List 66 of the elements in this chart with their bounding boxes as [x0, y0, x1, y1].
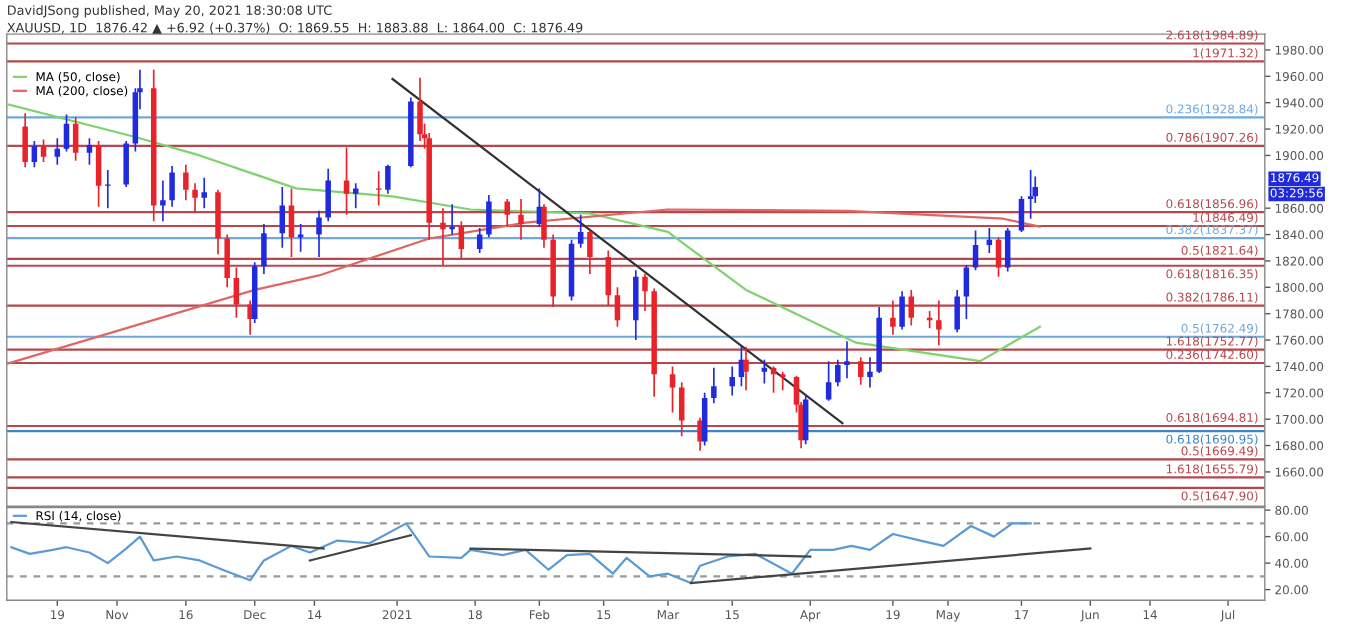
candlestick: [343, 146, 350, 216]
candlestick: [867, 356, 873, 389]
candlestick: [899, 290, 905, 331]
candlestick: [605, 249, 612, 307]
candlestick: [54, 137, 61, 166]
candlestick: [518, 198, 524, 241]
candlestick: [1018, 195, 1025, 233]
candlestick: [215, 188, 221, 256]
candlestick: [963, 264, 970, 320]
candlestick: [440, 207, 446, 266]
candlestick: [169, 165, 175, 208]
candlestick: [63, 113, 70, 153]
candlestick: [743, 345, 749, 391]
candlestick: [890, 299, 896, 336]
candlestick: [247, 299, 253, 336]
candlestick: [385, 163, 391, 195]
candlestick: [40, 138, 47, 163]
candlestick: [633, 269, 639, 341]
candlestick: [224, 233, 230, 289]
candlestick: [86, 137, 93, 166]
candlestick: [95, 140, 102, 208]
candlestick: [1027, 169, 1034, 220]
candlestick: [316, 209, 322, 258]
candlestick: [72, 116, 79, 162]
candlestick: [577, 213, 584, 249]
candlestick: [486, 194, 492, 239]
candlestick: [761, 358, 768, 385]
candlestick: [233, 266, 240, 319]
candlestick: [352, 182, 359, 210]
candlestick: [375, 170, 382, 207]
candlestick: [908, 289, 915, 327]
candlestick: [825, 360, 832, 402]
candlestick: [972, 229, 979, 271]
candlestick: [954, 289, 960, 333]
candlestick: [858, 356, 864, 386]
candlestick: [31, 140, 38, 169]
candlestick: [844, 340, 850, 380]
candlestick: [779, 370, 786, 391]
candlestick: [835, 358, 841, 388]
candlestick: [614, 286, 621, 328]
candlestick: [587, 229, 593, 275]
candlestick: [1004, 227, 1011, 273]
candlestick: [729, 365, 735, 397]
candlestick: [201, 177, 207, 210]
line-series: [10, 522, 1032, 585]
candlestick: [105, 169, 111, 210]
candlestick: [160, 179, 166, 223]
candlestick: [325, 167, 331, 223]
candlestick: [123, 140, 129, 188]
candlestick: [802, 394, 809, 446]
line-series: [6, 208, 1041, 365]
candlestick: [669, 365, 676, 414]
candlestick: [697, 417, 703, 452]
candlestick: [711, 366, 717, 405]
candlestick: [701, 391, 708, 447]
line-series: [6, 102, 1041, 363]
candlestick: [541, 203, 547, 249]
candlestick: [192, 182, 198, 213]
candlestick: [183, 163, 189, 202]
candlestick: [642, 273, 648, 312]
candlestick: [504, 198, 510, 228]
candlestick: [995, 236, 1002, 278]
candlestick: [936, 299, 942, 347]
candlestick: [261, 223, 267, 275]
candlestick: [22, 112, 28, 169]
candlestick: [417, 76, 423, 142]
